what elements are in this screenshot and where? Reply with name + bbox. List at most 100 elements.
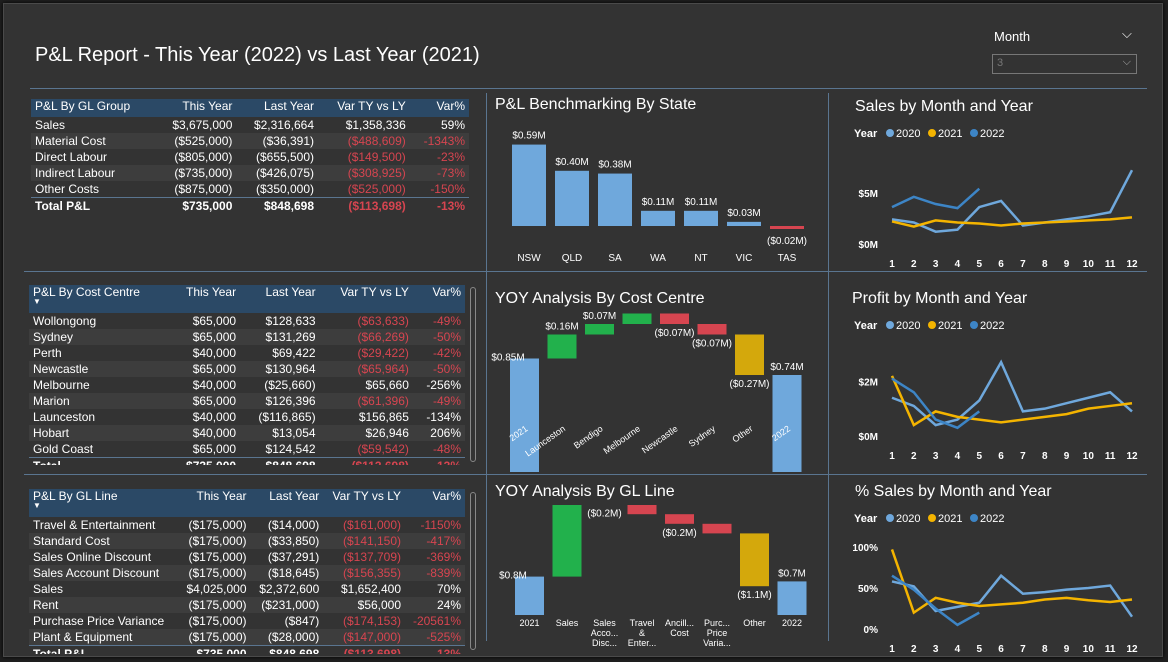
table-cell: Purchase Price Variance bbox=[33, 614, 165, 628]
table-cell: $65,000 bbox=[192, 314, 237, 328]
table-cell: ($156,355) bbox=[323, 565, 406, 581]
data-label: $0.07M bbox=[583, 312, 616, 322]
sort-down-icon[interactable]: ▼ bbox=[33, 297, 41, 306]
table-row[interactable]: Wollongong $65,000 $128,633 ($63,633) -49% bbox=[29, 313, 465, 329]
table-row[interactable]: Sales $4,025,000 $2,372,600 $1,652,400 70% bbox=[29, 581, 465, 597]
table-cell: ($66,269) bbox=[319, 329, 413, 345]
table-cell: Marion bbox=[29, 393, 170, 409]
table-row[interactable]: Purchase Price Variance ($175,000) ($847) (… bbox=[29, 613, 465, 629]
month-slicer-label: Month bbox=[994, 29, 1031, 44]
table-row[interactable]: Travel & Entertainment ($175,000) ($14,000… bbox=[29, 517, 465, 533]
col-header[interactable]: Var% bbox=[409, 99, 469, 117]
table-row[interactable]: Sydney $65,000 $131,269 ($66,269) -50% bbox=[29, 329, 465, 345]
table-row[interactable]: Newcastle $65,000 $130,964 ($65,964) -50% bbox=[29, 361, 465, 377]
col-header[interactable]: This Year bbox=[169, 285, 241, 313]
col-header[interactable]: P&L By GL Line ▼ bbox=[29, 489, 178, 517]
col-header[interactable]: This Year bbox=[154, 99, 237, 117]
x-tick-label: 3 bbox=[933, 259, 939, 270]
col-header[interactable]: Var% bbox=[405, 489, 465, 517]
waterfall-bar bbox=[777, 581, 807, 615]
col-header[interactable]: Last Year bbox=[240, 285, 320, 313]
x-tick-label: 5 bbox=[976, 644, 982, 655]
table-row[interactable]: Gold Coast $65,000 $124,542 ($59,542) -48% bbox=[29, 441, 465, 458]
scrollbar[interactable] bbox=[470, 492, 476, 650]
table-row[interactable]: Sales $3,675,000 $2,316,664 $1,358,336 59% bbox=[31, 117, 469, 133]
data-label: $0.16M bbox=[545, 322, 578, 333]
table-row[interactable]: Perth $40,000 $69,422 ($29,422) -42% bbox=[29, 345, 465, 361]
legend-marker bbox=[928, 514, 936, 522]
table-cell: Material Cost bbox=[31, 133, 155, 149]
col-header[interactable]: This Year bbox=[177, 489, 251, 517]
table-cell: ($174,153) bbox=[342, 614, 402, 628]
table-cell: -256% bbox=[426, 378, 461, 392]
col-header[interactable]: Var TY vs LY bbox=[318, 99, 410, 117]
table-cell: $735,000 bbox=[177, 645, 251, 654]
table-row[interactable]: Rent ($175,000) ($231,000) $56,000 24% bbox=[29, 597, 465, 613]
x-tick-label-line: Sales bbox=[593, 618, 616, 628]
x-tick-label-line: Acco... bbox=[591, 628, 619, 638]
col-header[interactable]: Var% bbox=[412, 285, 465, 313]
table-row[interactable]: Indirect Labour ($735,000) ($426,075) ($308… bbox=[31, 165, 469, 181]
month-slicer-dropdown[interactable]: 3 ⌵ bbox=[992, 54, 1137, 74]
table-row[interactable]: Marion $65,000 $126,396 ($61,396) -49% bbox=[29, 393, 465, 409]
page-title: P&L Report - This Year (2022) vs Last Ye… bbox=[35, 44, 480, 66]
col-header[interactable]: Var TY vs LY bbox=[323, 489, 406, 517]
table-cell: $1,358,336 bbox=[345, 118, 406, 132]
table-row[interactable]: Hobart $40,000 $13,054 $26,946 206% bbox=[29, 425, 465, 441]
table-row[interactable]: Plant & Equipment ($175,000) ($28,000) ($14… bbox=[29, 629, 465, 646]
divider bbox=[828, 93, 829, 641]
gl-group-table: P&L By GL Group This Year Last Year Var … bbox=[31, 99, 469, 214]
divider bbox=[30, 88, 1147, 89]
bar bbox=[770, 226, 804, 229]
table-cell: $40,000 bbox=[192, 378, 237, 392]
table-cell: -13% bbox=[412, 457, 465, 465]
col-header[interactable]: P&L By GL Group bbox=[31, 99, 155, 117]
yoy-gl-chart-title: YOY Analysis By GL Line bbox=[495, 483, 675, 500]
table-cell: ($29,422) bbox=[357, 346, 409, 360]
col-header[interactable]: P&L By Cost Centre ▼ bbox=[29, 285, 170, 313]
table-row[interactable]: Launceston $40,000 ($116,865) $156,865 -134% bbox=[29, 409, 465, 425]
col-header[interactable]: Last Year bbox=[236, 99, 319, 117]
table-row[interactable]: Material Cost ($525,000) ($36,391) ($488,60… bbox=[31, 133, 469, 149]
table-row[interactable]: Standard Cost ($175,000) ($33,850) ($141,15… bbox=[29, 533, 465, 549]
table-row[interactable]: Melbourne $40,000 ($25,660) $65,660 -256% bbox=[29, 377, 465, 393]
table-cell: $65,000 bbox=[192, 442, 237, 456]
x-tick-label: 10 bbox=[1083, 259, 1095, 270]
table-cell: ($36,391) bbox=[236, 133, 319, 149]
table-cell: $69,422 bbox=[272, 346, 316, 360]
table-cell: ($525,000) bbox=[347, 182, 406, 196]
divider bbox=[24, 474, 1147, 475]
x-tick-label: 5 bbox=[976, 259, 982, 270]
table-row[interactable]: Sales Account Discount ($175,000) ($18,645… bbox=[29, 565, 465, 581]
scrollbar[interactable] bbox=[470, 287, 476, 462]
pct-chart-title: % Sales by Month and Year bbox=[855, 483, 1052, 500]
table-row[interactable]: Sales Online Discount ($175,000) ($37,291)… bbox=[29, 549, 465, 565]
series-line-2022 bbox=[891, 574, 980, 627]
data-label: $0.8M bbox=[499, 571, 527, 582]
x-tick-label: Sydney bbox=[687, 423, 718, 449]
table-row[interactable]: Direct Labour ($805,000) ($655,500) ($149,5… bbox=[31, 149, 469, 165]
data-label: $0.74M bbox=[770, 362, 803, 373]
col-header[interactable]: Var TY vs LY bbox=[319, 285, 413, 313]
chevron-down-icon: ⌵ bbox=[1122, 56, 1131, 68]
slicer-collapse-icon[interactable]: ⌵ bbox=[1122, 26, 1132, 41]
table-cell: $65,000 bbox=[169, 329, 241, 345]
series-line-2020 bbox=[891, 573, 1134, 618]
total-row[interactable]: Total$735,000$848,698($113,698)-13% bbox=[29, 457, 465, 465]
x-tick-label-line: Sales bbox=[556, 618, 579, 628]
table-row[interactable]: Other Costs ($875,000) ($350,000) ($525,000… bbox=[31, 181, 469, 198]
sort-down-icon[interactable]: ▼ bbox=[33, 501, 41, 510]
table-cell: -23% bbox=[436, 150, 465, 164]
table-cell: Rent bbox=[29, 597, 178, 613]
x-tick-label: 11 bbox=[1105, 451, 1116, 462]
total-row[interactable]: Total P&L $735,000 $848,698 ($113,698) -13% bbox=[31, 197, 469, 214]
total-row[interactable]: Total P&L $735,000 $848,698 ($113,698) -13% bbox=[29, 645, 465, 654]
waterfall-bar bbox=[627, 505, 657, 515]
col-header[interactable]: Last Year bbox=[250, 489, 324, 517]
gl-line-table: P&L By GL Line ▼ This Year Last Year Var … bbox=[29, 489, 465, 654]
table-cell: $2,316,664 bbox=[253, 118, 315, 132]
data-label: ($0.2M) bbox=[587, 509, 621, 520]
table-cell: $848,698 bbox=[250, 645, 324, 654]
x-tick-label-line: 2021 bbox=[519, 618, 539, 628]
y-tick-label: $2M bbox=[859, 377, 878, 388]
